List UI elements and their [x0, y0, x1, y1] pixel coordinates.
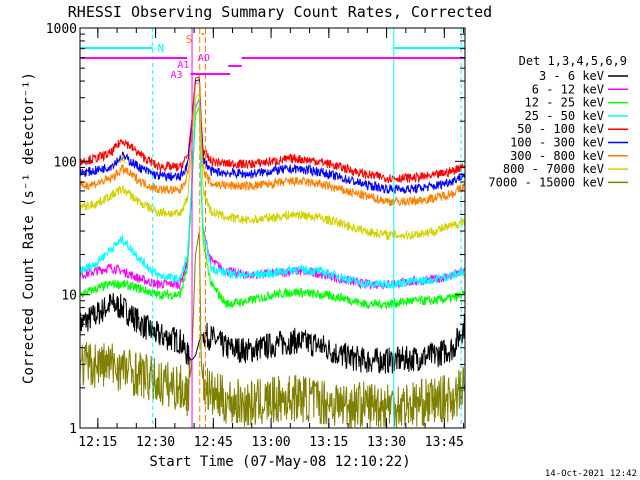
- y-tick-label: 1: [69, 422, 77, 437]
- flare-label: A: [119, 153, 126, 166]
- series-line-1: [79, 293, 466, 374]
- x-tick-label: 13:00: [252, 435, 291, 450]
- series-line-9: [79, 231, 466, 429]
- series-line-8: [79, 92, 466, 241]
- night-label: N: [158, 42, 165, 55]
- x-tick-label: 12:15: [78, 435, 117, 450]
- legend-label: 100 - 300 keV: [510, 136, 604, 150]
- legend-label: 25 - 50 keV: [525, 109, 604, 123]
- x-tick-label: 13:45: [425, 435, 464, 450]
- series-line-4: [79, 97, 466, 289]
- legend-label: 300 - 800 keV: [510, 149, 604, 163]
- x-tick-label: 13:30: [367, 435, 406, 450]
- legend-label: 6 - 12 keV: [532, 82, 604, 96]
- y-tick-label: 1000: [46, 22, 77, 37]
- series-line-5: [79, 76, 466, 184]
- attenuator-label: A1: [177, 60, 189, 71]
- legend-label: 50 - 100 keV: [517, 122, 604, 136]
- y-tick-label: 10: [61, 289, 77, 304]
- series-line-7: [79, 81, 466, 207]
- x-tick-label: 13:15: [309, 435, 348, 450]
- attenuator-label: A3: [170, 70, 182, 81]
- y-tick-label: 100: [54, 155, 77, 170]
- y-axis-label: Corrected Count Rate (s⁻¹ detector⁻¹): [21, 72, 37, 384]
- legend-label: 7000 - 15000 keV: [488, 175, 604, 189]
- saa-label: S: [186, 33, 193, 46]
- legend-title: Det 1,3,4,5,6,9: [519, 54, 627, 68]
- legend-label: 12 - 25 keV: [525, 96, 604, 110]
- series-line-6: [80, 78, 466, 195]
- axes-group: 1 10 100 1000 12:15 12:30 12:45 13:00 13:15 13:30…: [46, 22, 465, 450]
- x-tick-label: 12:45: [194, 435, 233, 450]
- plot-frame: [79, 27, 466, 429]
- render-timestamp: 14-Oct-2021 12:42: [545, 469, 637, 479]
- x-axis-label: Start Time (07-May-08 12:10:22): [149, 454, 410, 470]
- attenuator-out-label: AO: [198, 53, 210, 64]
- series-line-3: [79, 106, 466, 310]
- x-tick-label: 12:30: [136, 435, 175, 450]
- legend-label: 800 - 7000 keV: [503, 162, 604, 176]
- series-group: [79, 76, 466, 429]
- legend-label: 3 - 6 keV: [539, 69, 604, 83]
- chart-title: RHESSI Observing Summary Count Rates, Co…: [68, 3, 492, 21]
